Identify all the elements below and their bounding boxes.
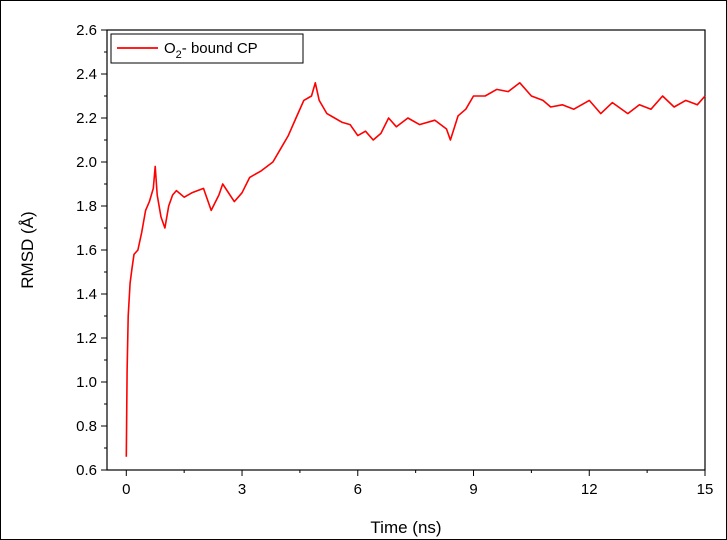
y-tick-label: 1.0 [76, 374, 97, 391]
legend-label-main: O [164, 40, 176, 57]
legend-label-subscript: 2 [176, 49, 182, 61]
y-tick-label: 2.4 [76, 66, 97, 83]
y-tick-label: 1.8 [76, 198, 97, 215]
y-tick-label: 0.8 [76, 418, 97, 435]
legend-label: O2- bound CP [164, 40, 258, 61]
y-axis: 0.6 0.8 1.0 1.2 1.4 1.6 1.8 2.0 2.2 2.4 2.6 [76, 22, 107, 479]
x-tick-label: 3 [238, 481, 246, 498]
plot-area [125, 82, 706, 457]
x-tick-label: 12 [581, 481, 598, 498]
x-axis: 0 3 6 9 12 15 [122, 470, 713, 498]
x-tick-label: 9 [469, 481, 477, 498]
y-tick-label: 2.6 [76, 22, 97, 39]
x-axis-title: Time (ns) [370, 518, 441, 537]
y-tick-label: 2.0 [76, 154, 97, 171]
y-tick-label: 1.4 [76, 286, 97, 303]
x-tick-label: 6 [354, 481, 362, 498]
x-tick-label: 0 [122, 481, 130, 498]
y-axis-title: RMSD (Å) [18, 211, 37, 288]
y-tick-label: 2.2 [76, 110, 97, 127]
x-tick-label: 15 [697, 481, 714, 498]
legend: O2- bound CP [110, 33, 304, 64]
legend-label-rest: - bound CP [182, 40, 258, 57]
series-line [125, 82, 706, 457]
y-tick-label: 1.6 [76, 242, 97, 259]
y-tick-label: 1.2 [76, 330, 97, 347]
y-tick-label: 0.6 [76, 462, 97, 479]
